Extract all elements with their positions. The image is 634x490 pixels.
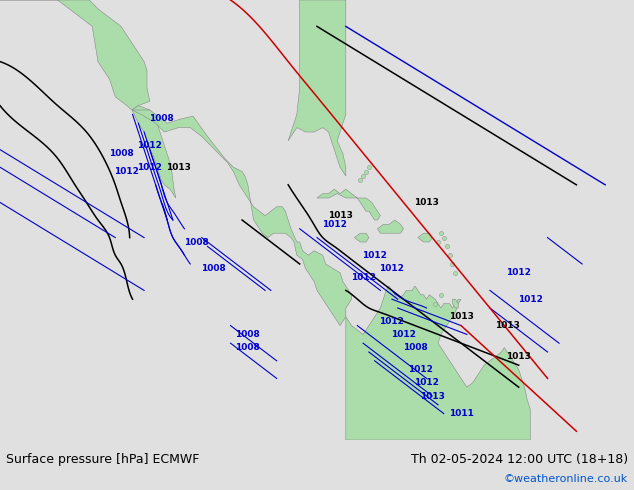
Polygon shape	[453, 299, 458, 308]
Text: 1012: 1012	[351, 273, 375, 282]
Text: 1013: 1013	[166, 163, 191, 172]
Text: ©weatheronline.co.uk: ©weatheronline.co.uk	[503, 474, 628, 484]
Polygon shape	[288, 0, 346, 176]
Text: 1008: 1008	[235, 330, 260, 339]
Text: 1008: 1008	[235, 343, 260, 352]
Text: 1012: 1012	[380, 264, 404, 273]
Polygon shape	[132, 110, 352, 325]
Text: 1012: 1012	[414, 378, 439, 387]
Text: 1012: 1012	[408, 365, 433, 374]
Polygon shape	[346, 286, 530, 440]
Text: 1012: 1012	[138, 163, 162, 172]
Text: 1011: 1011	[449, 409, 474, 418]
Text: 1008: 1008	[108, 149, 133, 158]
Text: 1013: 1013	[449, 312, 474, 321]
Polygon shape	[0, 0, 150, 110]
Text: Th 02-05-2024 12:00 UTC (18+18): Th 02-05-2024 12:00 UTC (18+18)	[411, 452, 628, 466]
Text: 1012: 1012	[380, 317, 404, 326]
Text: 1012: 1012	[362, 251, 387, 260]
Text: 1013: 1013	[328, 211, 353, 220]
Text: 1008: 1008	[149, 114, 174, 123]
Text: 1013: 1013	[507, 352, 531, 361]
Polygon shape	[418, 233, 432, 242]
Text: 1012: 1012	[322, 220, 347, 229]
Text: 1008: 1008	[184, 238, 209, 246]
Text: 1013: 1013	[420, 392, 444, 400]
Polygon shape	[317, 189, 380, 220]
Text: 1008: 1008	[403, 343, 427, 352]
Text: 1008: 1008	[201, 264, 226, 273]
Text: 1013: 1013	[414, 198, 439, 207]
Text: 1013: 1013	[495, 321, 520, 330]
Polygon shape	[377, 220, 403, 233]
Text: 1012: 1012	[114, 167, 139, 176]
Text: Surface pressure [hPa] ECMWF: Surface pressure [hPa] ECMWF	[6, 452, 200, 466]
Text: 1012: 1012	[391, 330, 416, 339]
Polygon shape	[354, 233, 369, 242]
Text: 1012: 1012	[507, 269, 531, 277]
Text: 1012: 1012	[138, 141, 162, 150]
Polygon shape	[132, 106, 176, 198]
Text: 1012: 1012	[518, 294, 543, 304]
